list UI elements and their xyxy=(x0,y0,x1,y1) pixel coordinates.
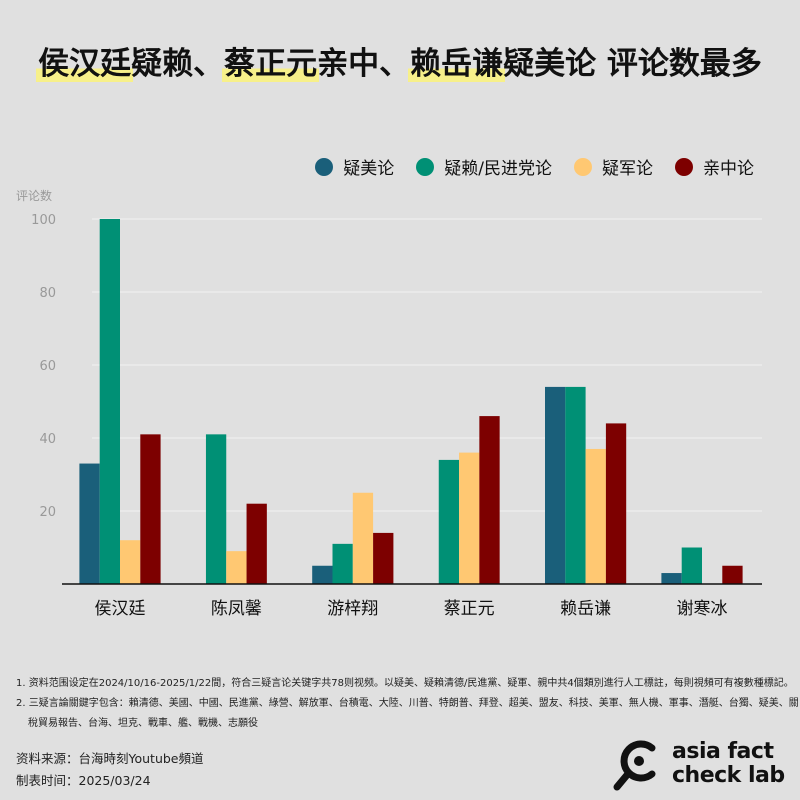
legend-item: 亲中论 xyxy=(675,154,754,179)
legend-label: 亲中论 xyxy=(703,159,754,179)
legend-swatch xyxy=(574,157,592,176)
footnotes: 1. 资料范围设定在2024/10/16-2025/1/22間，符合三疑言论关键… xyxy=(16,674,799,734)
bar-chart: 评论数 20 40 60 80 100 侯汉廷 陈凤馨 游梓翔 蔡正元 赖岳谦 谢寒冰 xyxy=(16,188,762,619)
footnote-1: 1. 资料范围设定在2024/10/16-2025/1/22間，符合三疑言论关键… xyxy=(16,678,794,689)
legend-item: 疑美论 xyxy=(315,154,394,179)
bar-2-3 xyxy=(373,532,394,584)
y-tick-label: 60 xyxy=(39,359,56,374)
title-part: 侯汉廷 xyxy=(36,46,134,82)
bar-5-3 xyxy=(722,565,743,584)
y-tick-label: 80 xyxy=(39,286,56,301)
legend-item: 疑军论 xyxy=(574,154,653,179)
legend-item: 疑赖/民进党论 xyxy=(416,154,552,179)
bar-5-0 xyxy=(661,573,682,584)
footnote-2-cont: 稅貿易報告、台海、坦克、戰車、艦、戰機、志願役 xyxy=(28,718,258,729)
bar-4-2 xyxy=(585,448,606,584)
asia-fact-check-lab-logo: asia fact check lab xyxy=(612,736,785,792)
source-text: 资料来源：台海時刻Youtube頻道 xyxy=(16,751,204,766)
bar-3-2 xyxy=(459,452,480,584)
magnifier-logo-icon xyxy=(613,740,656,791)
legend-label: 疑赖/民进党论 xyxy=(444,159,552,179)
x-tick-label: 谢寒冰 xyxy=(677,599,728,619)
date-text: 制表时间：2025/03/24 xyxy=(16,773,151,788)
bar-4-3 xyxy=(605,423,627,584)
y-tick-label: 20 xyxy=(39,505,56,520)
logo-line-1: asia fact xyxy=(672,739,774,764)
legend-swatch xyxy=(675,157,693,176)
x-tick-label: 陈凤馨 xyxy=(211,599,262,619)
title-part: 蔡正元 xyxy=(222,46,320,82)
x-tick-label: 游梓翔 xyxy=(327,599,378,619)
legend-swatch xyxy=(416,157,435,176)
chart-title: 侯汉廷疑赖、蔡正元亲中、赖岳谦疑美论 评论数最多 xyxy=(0,38,800,83)
x-tick-label: 赖岳谦 xyxy=(560,599,611,619)
bar-1-3 xyxy=(246,503,267,584)
bar-4-1 xyxy=(565,386,586,584)
title-part: 疑赖、 xyxy=(131,46,225,82)
footnote-2: 2. 三疑言論關鍵字包含：賴清德、美國、中國、民進黨、綠營、解放軍、台積電、大陸… xyxy=(16,698,799,709)
y-tick-label: 100 xyxy=(31,213,56,228)
legend: 疑美论 疑赖/民进党论 疑军论 亲中论 xyxy=(315,154,754,179)
logo-line-2: check lab xyxy=(672,763,785,788)
legend-label: 疑美论 xyxy=(343,159,395,179)
title-part: 疑美论 评论数最多 xyxy=(503,46,762,82)
y-tick-label: 40 xyxy=(39,432,56,447)
bar-0-0 xyxy=(79,463,100,584)
bar-3-1 xyxy=(438,459,460,584)
bar-3-3 xyxy=(479,416,500,584)
y-axis-title: 评论数 xyxy=(16,188,52,203)
bar-4-0 xyxy=(545,386,566,584)
bar-0-1 xyxy=(99,219,120,584)
bar-2-2 xyxy=(352,492,374,584)
bar-2-0 xyxy=(312,565,333,584)
bar-2-1 xyxy=(332,543,353,584)
bar-0-2 xyxy=(120,540,141,584)
bar-1-1 xyxy=(205,434,227,584)
x-tick-label: 侯汉廷 xyxy=(95,599,146,619)
legend-swatch xyxy=(315,157,334,176)
x-tick-label: 蔡正元 xyxy=(444,599,495,619)
bar-1-2 xyxy=(226,551,247,584)
title-part: 赖岳谦 xyxy=(408,46,506,82)
bar-0-3 xyxy=(140,434,161,584)
source-info: 资料来源：台海時刻Youtube頻道 制表时间：2025/03/24 xyxy=(16,748,204,792)
bar-5-1 xyxy=(681,547,702,584)
title-part: 亲中、 xyxy=(317,46,411,82)
legend-label: 疑军论 xyxy=(602,159,653,179)
